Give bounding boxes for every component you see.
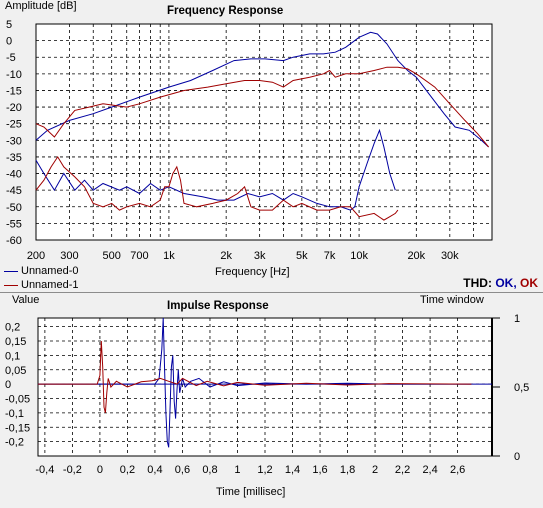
ir-x-tick-label: 2,6 <box>450 464 465 476</box>
fr-y-tick-label: -55 <box>6 218 22 230</box>
fr-x-tick-label: 1k <box>163 250 175 262</box>
legend-line-icon <box>4 284 18 286</box>
ir-y-tick-label: -0,2 <box>5 437 24 449</box>
ir-x-tick-label: 1,8 <box>340 464 355 476</box>
fr-y-tick-label: 5 <box>6 19 12 31</box>
fr-x-tick-label: 700 <box>130 250 148 262</box>
ir-title: Impulse Response <box>167 300 269 312</box>
ir-x-tick-label: 0,4 <box>147 464 162 476</box>
fr-x-tick-label: 7k <box>324 250 336 262</box>
fr-x-tick-label: 30k <box>441 250 459 262</box>
fr-series-line-response-1 <box>35 66 489 148</box>
ir-y2-tick-label: 1 <box>514 313 520 325</box>
legend-line-icon <box>4 270 18 272</box>
thd-status-a: OK, <box>495 276 517 290</box>
fr-series-line-response-0 <box>35 31 489 148</box>
fr-x-tick-label: 200 <box>27 250 45 262</box>
thd-status: THD: OK, OK <box>463 276 538 290</box>
fr-y-tick-label: -60 <box>6 235 22 247</box>
fr-series-line-thd-3 <box>35 155 399 221</box>
fr-y-tick-label: 0 <box>6 36 12 48</box>
legend-item-unnamed-0: Unnamed-0 <box>4 265 78 277</box>
ir-series-line-0 <box>38 317 472 448</box>
fr-title: Frequency Response <box>167 5 284 17</box>
legend-label: Unnamed-1 <box>21 279 79 291</box>
ir-y-tick-label: 0,15 <box>5 336 26 348</box>
ir-ylabel: Value <box>12 294 40 306</box>
thd-label: THD: <box>463 276 492 290</box>
fr-y-tick-label: -25 <box>6 119 22 131</box>
ir-xlabel: Time [millisec] <box>216 486 286 498</box>
ir-x-tick-label: 1,6 <box>312 464 327 476</box>
fr-y-tick-label: -5 <box>6 52 16 64</box>
impulse-response-panel: Value Impulse Response Time window 0,2 0,… <box>0 292 543 508</box>
fr-x-tick-label: 500 <box>102 250 120 262</box>
fr-x-tick-label: 10k <box>350 250 368 262</box>
thd-status-b: OK <box>520 276 538 290</box>
fr-x-tick-label: 300 <box>60 250 78 262</box>
fr-x-tick-label: 5k <box>296 250 308 262</box>
ir-y2-tick-label: 0,5 <box>514 382 529 394</box>
ir-x-tick-label: 2,2 <box>395 464 410 476</box>
ir-y-tick-label: 0,2 <box>5 322 20 334</box>
ir-x-tick-label: 0 <box>97 464 103 476</box>
ir-y-tick-label: 0,1 <box>5 350 20 362</box>
fr-ylabel: Amplitude [dB] <box>5 0 77 12</box>
ir-y-tick-label: -0,1 <box>5 408 24 420</box>
ir-y-tick-label: 0 <box>5 379 11 391</box>
ir-x-tick-label: 2 <box>372 464 378 476</box>
fr-y-tick-label: -10 <box>6 69 22 81</box>
ir-x-tick-label: -0,4 <box>35 464 54 476</box>
ir-x-tick-label: 1 <box>234 464 240 476</box>
ir-y2-tick-label: 0 <box>514 451 520 463</box>
frequency-response-chart: 5 0 -5 -10 -15 -20 -25 -30 -35 -40 -45 -50 -55 -60 200… <box>6 19 493 262</box>
fr-y-tick-label: -20 <box>6 102 22 114</box>
legend-item-unnamed-1: Unnamed-1 <box>4 279 78 291</box>
legend-label: Unnamed-0 <box>21 265 79 277</box>
ir-x-tick-label: 1,2 <box>257 464 272 476</box>
ir-y-tick-label: 0,05 <box>5 365 26 377</box>
ir-x-tick-label: 0,2 <box>120 464 135 476</box>
ir-y-tick-label: -0,05 <box>5 394 30 406</box>
fr-y-tick-label: -50 <box>6 202 22 214</box>
fr-xlabel: Frequency [Hz] <box>215 266 290 278</box>
fr-x-tick-label: 20k <box>407 250 425 262</box>
fr-y-tick-label: -15 <box>6 85 22 97</box>
fr-series-line-thd-2 <box>35 128 396 211</box>
ir-x-tick-label: 1,4 <box>285 464 300 476</box>
frequency-response-panel: Amplitude [dB] Frequency Response 5 0 -5 -1… <box>4 0 538 291</box>
ir-y2label: Time window <box>420 294 484 306</box>
ir-y-tick-label: -0,15 <box>5 422 30 434</box>
ir-x-tick-label: 0,8 <box>202 464 217 476</box>
fr-y-tick-label: -45 <box>6 185 22 197</box>
fr-y-tick-label: -30 <box>6 135 22 147</box>
ir-x-tick-label: -0,2 <box>63 464 82 476</box>
fr-x-tick-label: 2k <box>220 250 232 262</box>
ir-series-line-1 <box>38 340 472 414</box>
ir-x-tick-label: 2,4 <box>422 464 437 476</box>
fr-y-tick-label: -35 <box>6 152 22 164</box>
fr-plot-area <box>35 23 493 241</box>
fr-x-tick-label: 3k <box>254 250 266 262</box>
fr-y-tick-label: -40 <box>6 169 22 181</box>
impulse-response-chart: 0,2 0,15 0,1 0,05 0 -0,05 -0,1 -0,15 -0,2 -0,4 -0,… <box>5 313 529 476</box>
ir-x-tick-label: 0,6 <box>175 464 190 476</box>
